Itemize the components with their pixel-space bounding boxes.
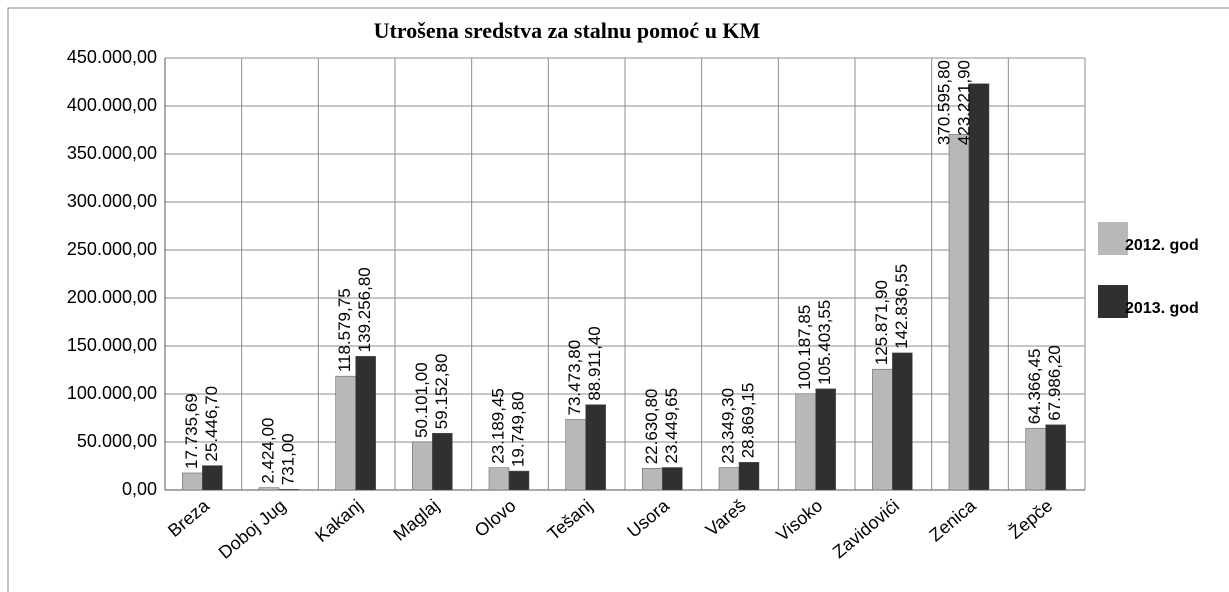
data-label: 731,00 (278, 433, 297, 485)
bar (278, 489, 300, 491)
x-tick-label: Breza (164, 495, 214, 541)
x-tick-label: Tešanj (544, 495, 597, 544)
data-label: 142.836,55 (892, 264, 911, 349)
bar (508, 470, 530, 491)
x-tick-label: Doboj Jug (215, 495, 290, 562)
y-tick-label: 150.000,00 (67, 335, 157, 355)
y-tick-label: 50.000,00 (77, 431, 157, 451)
y-tick-label: 250.000,00 (67, 239, 157, 259)
bar (872, 368, 893, 491)
bar (182, 472, 203, 491)
legend-label: 2013. god (1125, 300, 1199, 317)
data-label: 67.986,20 (1045, 345, 1064, 421)
bar (642, 468, 663, 491)
data-label: 64.366,45 (1025, 349, 1044, 425)
data-label: 23.449,65 (662, 388, 681, 464)
bar (1045, 424, 1066, 491)
legend-swatch (1098, 222, 1128, 255)
bar (565, 419, 586, 491)
x-tick-label: Kakanj (311, 495, 366, 546)
bar (1025, 427, 1046, 491)
data-label: 88.911,40 (585, 326, 604, 400)
bar (258, 487, 280, 491)
bar (335, 375, 356, 491)
bar (488, 467, 510, 491)
chart-border (7, 7, 1229, 592)
data-label: 423.221,90 (954, 60, 973, 145)
y-tick-label: 350.000,00 (67, 143, 157, 163)
x-tick-label: Visoko (772, 495, 826, 545)
x-tick-label: Zenica (925, 495, 980, 546)
bar (412, 441, 433, 491)
data-label: 105.403,55 (815, 300, 834, 385)
data-label: 23.349,30 (718, 388, 737, 464)
bar (432, 432, 453, 491)
bar (948, 133, 970, 491)
bar (662, 467, 683, 491)
y-tick-label: 300.000,00 (67, 191, 157, 211)
y-tick-label: 0,00 (122, 479, 157, 499)
x-tick-label: Olovo (471, 495, 520, 541)
x-tick-label: Usora (623, 495, 673, 542)
data-label: 19.749,80 (508, 391, 527, 467)
legend-label: 2012. god (1125, 237, 1199, 254)
x-tick-label: Zavidovići (829, 495, 903, 562)
bar (585, 404, 606, 491)
data-label: 50.101,00 (412, 362, 431, 438)
data-label: 22.630,80 (642, 389, 661, 465)
bar (815, 388, 836, 491)
y-tick-label: 200.000,00 (67, 287, 157, 307)
data-label: 2.424,00 (258, 417, 277, 483)
bar (795, 393, 816, 491)
x-tick-label: Žepče (1005, 495, 1056, 542)
bar (968, 83, 990, 491)
data-label: 28.869,15 (738, 383, 757, 459)
data-label: 59.152,80 (432, 354, 451, 430)
x-tick-label: Maglaj (389, 495, 442, 544)
data-label: 139.256,80 (355, 267, 374, 352)
data-label: 125.871,90 (872, 280, 891, 365)
legend-swatch (1098, 285, 1128, 318)
bar (718, 467, 740, 491)
data-label: 23.189,45 (488, 388, 507, 464)
bar (355, 356, 376, 491)
y-tick-label: 400.000,00 (67, 95, 157, 115)
data-label: 25.446,70 (202, 386, 221, 462)
data-label: 17.735,69 (182, 393, 201, 469)
data-label: 73.473,80 (565, 340, 584, 416)
chart-title: Utrošena sredstva za stalnu pomoć u KM (374, 18, 761, 43)
bar (892, 352, 913, 491)
bar (202, 465, 223, 491)
data-label: 100.187,85 (795, 305, 814, 390)
data-label: 370.595,80 (934, 60, 953, 145)
x-tick-label: Vareš (702, 495, 750, 540)
data-label: 118.579,75 (335, 288, 354, 372)
y-tick-label: 100.000,00 (67, 383, 157, 403)
y-tick-label: 450.000,00 (67, 47, 157, 67)
bar (738, 462, 760, 491)
